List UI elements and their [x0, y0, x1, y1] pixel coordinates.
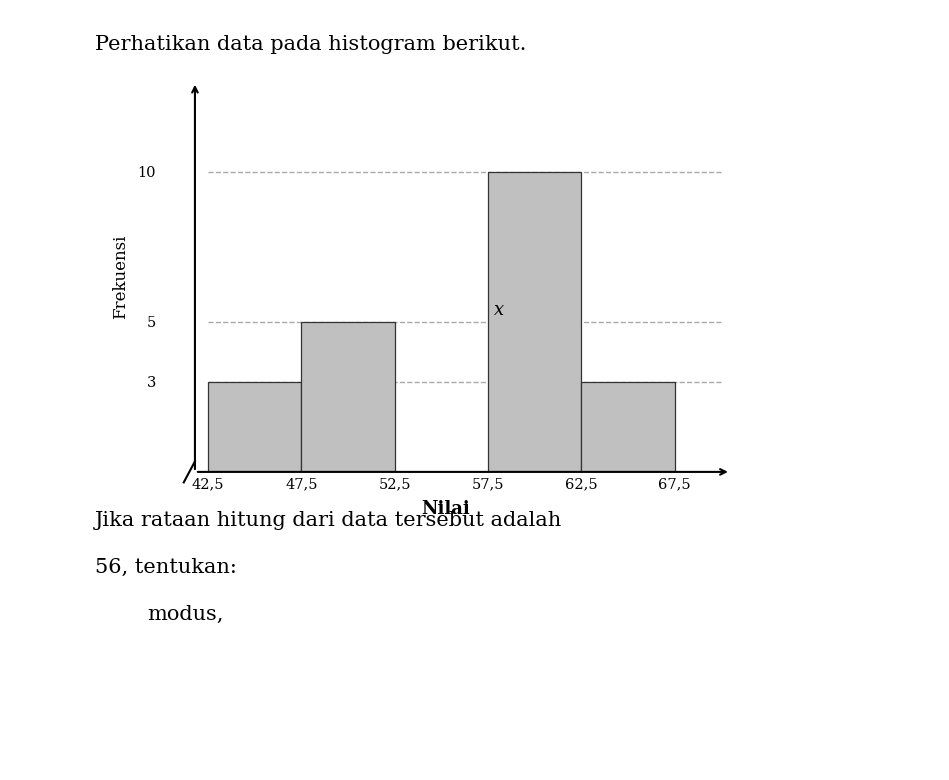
Text: 56, tentukan:: 56, tentukan:	[95, 558, 236, 576]
Bar	[208, 382, 302, 472]
Text: x: x	[493, 301, 504, 319]
Bar	[302, 322, 395, 472]
Text: Perhatikan data pada histogram berikut.: Perhatikan data pada histogram berikut.	[95, 35, 527, 54]
Bar	[582, 382, 675, 472]
X-axis label: Nilai: Nilai	[421, 500, 471, 518]
Text: modus,: modus,	[147, 604, 223, 623]
Y-axis label: Frekuensi: Frekuensi	[112, 235, 129, 319]
Text: Jika rataan hitung dari data tersebut adalah: Jika rataan hitung dari data tersebut ad…	[95, 511, 562, 530]
Bar	[488, 172, 582, 472]
